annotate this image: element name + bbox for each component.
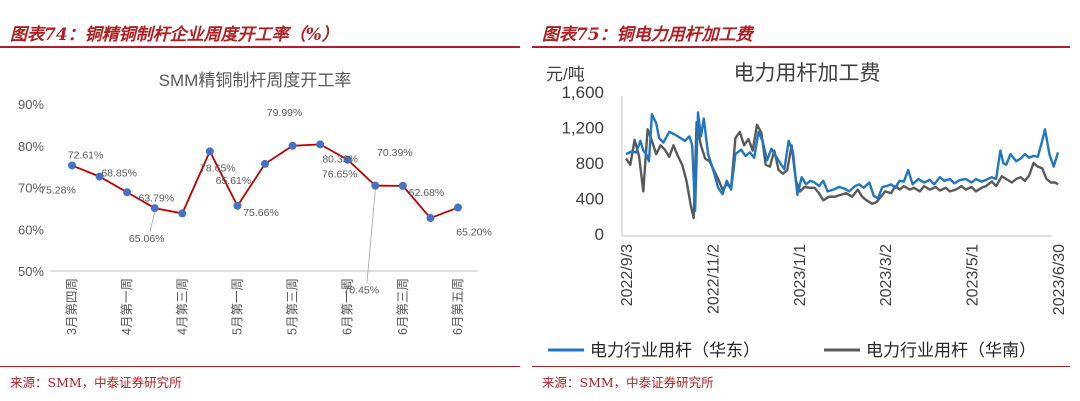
left-data-point xyxy=(398,181,407,190)
left-bottom-rule xyxy=(0,366,520,367)
left-data-label: 70.39% xyxy=(377,147,413,159)
left-data-label: 79.99% xyxy=(267,107,303,119)
right-x-tick-label: 2022/9/3 xyxy=(619,244,636,306)
left-data-point xyxy=(343,155,352,164)
left-data-label: 65.06% xyxy=(129,233,165,245)
left-label-leader xyxy=(366,189,376,284)
right-bottom-rule xyxy=(532,366,1070,367)
left-data-point xyxy=(205,147,214,156)
left-label-leader xyxy=(149,212,156,233)
left-data-label: 63.79% xyxy=(138,192,174,204)
right-y-tick-label: 1,600 xyxy=(561,83,604,102)
left-x-tick-label: 6月第一周 xyxy=(341,278,355,335)
left-data-point xyxy=(316,140,325,149)
left-data-point xyxy=(150,204,159,213)
left-y-tick-label: 90% xyxy=(18,97,44,112)
right-x-tick-label: 2023/6/30 xyxy=(1051,244,1068,315)
left-figure-panel: 图表74：铜精铜制杆企业周度开工率（%） SMM精铜制杆周度开工率 50% 60%… xyxy=(0,0,530,401)
left-data-label: 80.33% xyxy=(322,153,358,165)
right-chart-title: 电力用杆加工费 xyxy=(734,62,881,85)
left-x-tick-label: 4月第三周 xyxy=(175,278,189,335)
left-data-point xyxy=(371,181,380,190)
legend-label-south: 电力行业用杆（华南） xyxy=(866,341,1036,360)
series-line-south xyxy=(625,120,1059,220)
right-x-tick-label: 2023/1/1 xyxy=(792,244,809,306)
left-data-point xyxy=(95,172,104,181)
right-source-note: 来源：SMM，中泰证券研究所 xyxy=(542,375,714,390)
right-legend: 电力行业用杆（华东） 电力行业用杆（华南） xyxy=(548,341,1036,360)
left-x-tick-label: 6月第三周 xyxy=(396,278,410,335)
right-y-tick-label: 400 xyxy=(576,190,604,209)
right-x-tick-label: 2023/3/2 xyxy=(878,244,895,306)
left-data-labels: 75.28% 72.61% 68.85% 65.06% 63.79% 78.65%65.6… xyxy=(40,107,492,297)
left-y-tick-label: 80% xyxy=(18,139,44,154)
left-data-label: 75.28% xyxy=(40,184,76,196)
left-series-markers xyxy=(68,140,462,223)
left-y-tick-label: 50% xyxy=(18,264,44,279)
left-data-label: 65.61% xyxy=(216,175,252,187)
left-chart-title: SMM精铜制杆周度开工率 xyxy=(159,71,352,90)
right-top-rule xyxy=(532,46,1070,48)
left-data-label: 72.61% xyxy=(68,150,104,162)
left-x-tick-label: 5月第一周 xyxy=(230,278,244,335)
left-data-label: 78.65% xyxy=(200,162,236,174)
left-data-label: 65.20% xyxy=(456,227,492,239)
left-data-point xyxy=(68,161,76,170)
left-y-tick-label: 70% xyxy=(18,181,44,196)
left-x-tick-label: 5月第三周 xyxy=(286,278,300,335)
left-data-point xyxy=(288,141,297,150)
right-y-tick-labels: 0 400 800 1,200 1,600 xyxy=(561,83,604,244)
right-y-unit-label: 元/吨 xyxy=(546,65,585,84)
right-figure-title: 图表75：铜电力用杆加工费 xyxy=(542,25,753,45)
left-data-label: 70.45% xyxy=(343,285,379,297)
left-data-point xyxy=(178,209,187,218)
right-x-tick-label: 2022/11/2 xyxy=(705,244,722,314)
right-x-tick-labels: 2022/9/3 2022/11/2 2023/1/1 2023/3/2 2023/5/… xyxy=(619,244,1068,315)
left-data-point xyxy=(233,201,242,210)
legend-label-east: 电力行业用杆（华东） xyxy=(590,341,760,360)
left-data-point xyxy=(123,188,132,197)
left-data-point xyxy=(261,159,269,168)
left-line-chart: SMM精铜制杆周度开工率 50% 60% 70% 80% 90% 3月第四周 4月第一周 4… xyxy=(18,71,492,335)
left-figure-title: 图表74：铜精铜制杆企业周度开工率（%） xyxy=(10,25,339,45)
left-data-point xyxy=(454,203,462,212)
right-y-tick-label: 0 xyxy=(595,225,604,244)
right-series-lines xyxy=(625,111,1060,220)
left-data-label: 68.85% xyxy=(101,167,137,179)
right-figure-panel: 图表75：铜电力用杆加工费 电力用杆加工费 元/吨 0 400 800 1,200 1,… xyxy=(532,0,1080,401)
left-y-tick-label: 60% xyxy=(18,222,44,237)
left-x-tick-labels: 3月第四周 4月第一周 4月第三周 5月第一周 5月第三周 6月第一周 6月第三周 6月第五周 xyxy=(65,278,465,335)
left-data-label: 76.65% xyxy=(322,169,358,181)
left-x-tick-label: 3月第四周 xyxy=(65,278,79,335)
left-data-point xyxy=(426,214,435,223)
left-y-tick-labels: 50% 60% 70% 80% 90% xyxy=(18,97,44,279)
left-top-rule xyxy=(0,46,520,48)
left-data-label: 75.66% xyxy=(243,207,279,219)
right-y-tick-label: 800 xyxy=(576,154,604,173)
left-source-note: 来源：SMM，中泰证券研究所 xyxy=(10,375,182,390)
series-line-east xyxy=(625,111,1060,213)
left-x-tick-label: 4月第一周 xyxy=(120,278,134,335)
left-x-tick-label: 6月第五周 xyxy=(451,278,465,335)
right-x-tick-label: 2023/5/1 xyxy=(965,244,982,306)
right-y-tick-label: 1,200 xyxy=(561,119,604,138)
left-data-label: 62.68% xyxy=(409,187,445,199)
left-label-leaders xyxy=(149,189,376,284)
